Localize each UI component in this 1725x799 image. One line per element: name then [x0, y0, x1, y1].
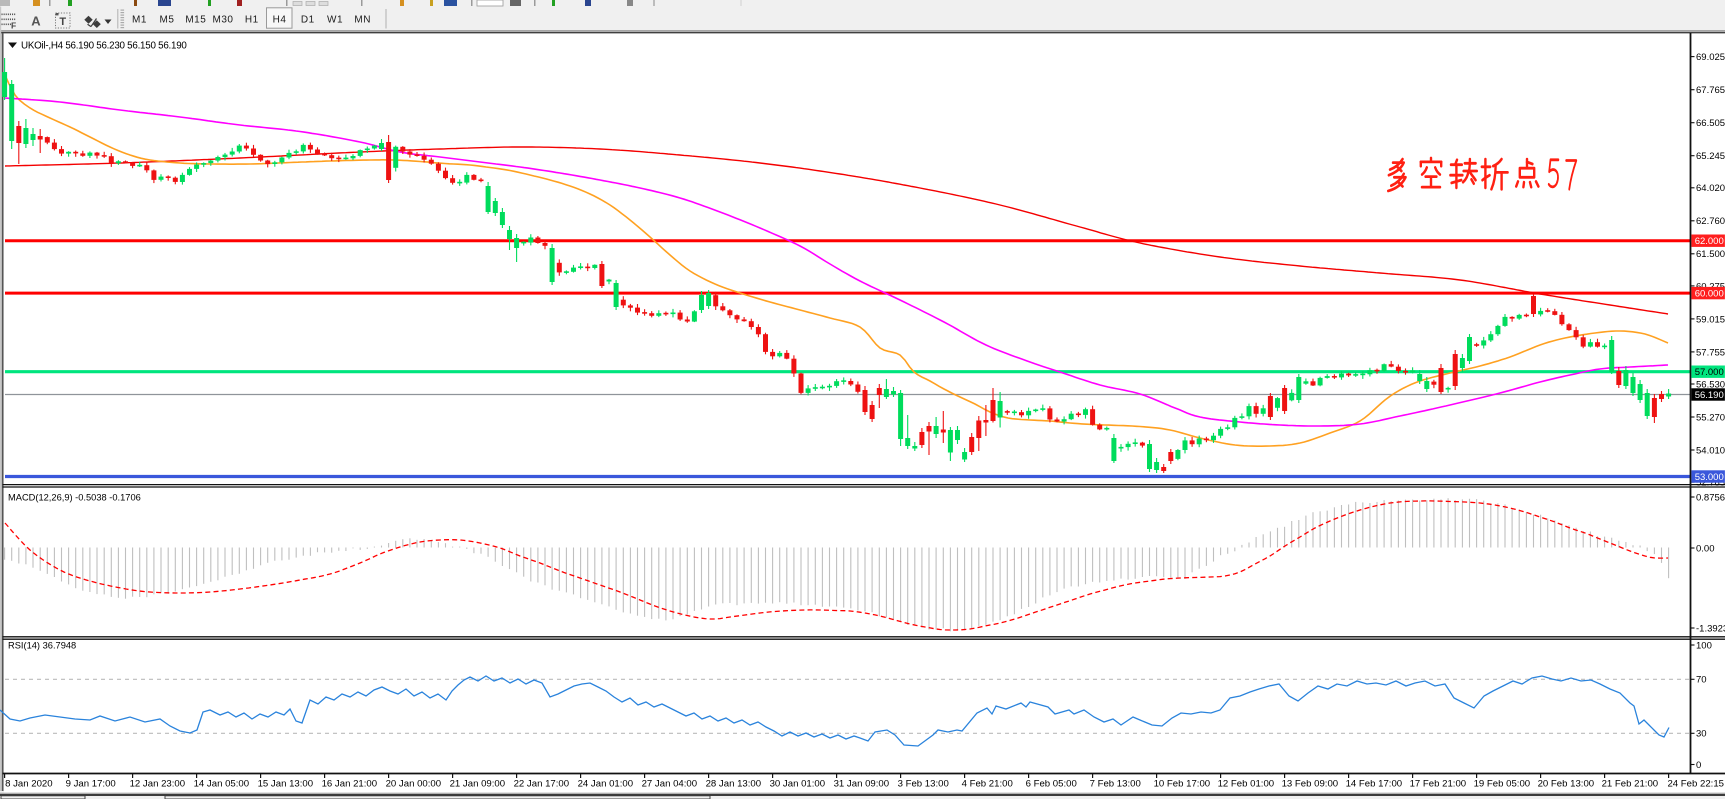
svg-text:M1: M1 [132, 14, 147, 25]
svg-text:UKOil-,H4 56.190 56.230 56.15: UKOil-,H4 56.190 56.230 56.150 56.190 [21, 41, 187, 52]
svg-text:9 Jan 17:00: 9 Jan 17:00 [66, 779, 116, 790]
svg-text:59.015: 59.015 [1696, 314, 1725, 325]
svg-text:57.000: 57.000 [1695, 367, 1724, 378]
svg-text:-1.3923: -1.3923 [1696, 623, 1725, 634]
svg-text:30 Jan 01:00: 30 Jan 01:00 [770, 779, 825, 790]
svg-text:RSI(14) 36.7948: RSI(14) 36.7948 [8, 641, 76, 651]
svg-text:13 Feb 09:00: 13 Feb 09:00 [1282, 779, 1339, 790]
svg-text:T: T [59, 16, 66, 28]
svg-text:24 Feb 22:15: 24 Feb 22:15 [1667, 779, 1724, 790]
svg-text:61.500: 61.500 [1696, 249, 1725, 260]
svg-text:27 Jan 04:00: 27 Jan 04:00 [642, 779, 697, 790]
svg-text:3 Feb 13:00: 3 Feb 13:00 [898, 779, 949, 790]
svg-text:H1: H1 [245, 14, 259, 25]
svg-text:19 Feb 05:00: 19 Feb 05:00 [1474, 779, 1531, 790]
svg-text:7 Feb 13:00: 7 Feb 13:00 [1090, 779, 1141, 790]
svg-text:20 Jan 00:00: 20 Jan 00:00 [386, 779, 441, 790]
svg-text:21 Jan 09:00: 21 Jan 09:00 [450, 779, 505, 790]
svg-text:22 Jan 17:00: 22 Jan 17:00 [514, 779, 569, 790]
svg-text:55.270: 55.270 [1696, 412, 1725, 423]
svg-text:52.785: 52.785 [1696, 478, 1725, 489]
svg-text:67.765: 67.765 [1696, 85, 1725, 96]
svg-text:8 Jan 2020: 8 Jan 2020 [5, 779, 52, 790]
svg-text:20 Feb 13:00: 20 Feb 13:00 [1538, 779, 1595, 790]
svg-text:M15: M15 [185, 14, 206, 25]
svg-text:12 Feb 01:00: 12 Feb 01:00 [1218, 779, 1275, 790]
svg-text:60.000: 60.000 [1695, 289, 1724, 300]
svg-text:69.025: 69.025 [1696, 52, 1725, 63]
svg-text:16 Jan 21:00: 16 Jan 21:00 [322, 779, 377, 790]
svg-text:28 Jan 13:00: 28 Jan 13:00 [706, 779, 761, 790]
svg-text:64.020: 64.020 [1696, 183, 1725, 194]
svg-text:W1: W1 [327, 14, 343, 25]
svg-text:70: 70 [1696, 675, 1707, 686]
svg-text:MACD(12,26,9) -0.5038 -0.1706: MACD(12,26,9) -0.5038 -0.1706 [8, 493, 141, 503]
svg-text:65.245: 65.245 [1696, 151, 1725, 162]
svg-text:54.010: 54.010 [1696, 445, 1725, 456]
svg-text:24 Jan 01:00: 24 Jan 01:00 [578, 779, 633, 790]
svg-text:4 Feb 21:00: 4 Feb 21:00 [962, 779, 1013, 790]
svg-text:A: A [31, 13, 41, 28]
svg-text:66.505: 66.505 [1696, 118, 1725, 129]
svg-text:15 Jan 13:00: 15 Jan 13:00 [258, 779, 313, 790]
svg-text:53.000: 53.000 [1695, 472, 1724, 483]
svg-text:D1: D1 [301, 14, 315, 25]
svg-text:17 Feb 21:00: 17 Feb 21:00 [1410, 779, 1467, 790]
svg-text:14 Feb 17:00: 14 Feb 17:00 [1346, 779, 1403, 790]
svg-text:6 Feb 05:00: 6 Feb 05:00 [1026, 779, 1077, 790]
svg-text:14 Jan 05:00: 14 Jan 05:00 [194, 779, 249, 790]
svg-text:10 Feb 17:00: 10 Feb 17:00 [1154, 779, 1211, 790]
svg-text:12 Jan 23:00: 12 Jan 23:00 [130, 779, 185, 790]
svg-text:56.190: 56.190 [1695, 390, 1724, 401]
svg-text:0: 0 [1696, 760, 1701, 771]
svg-text:0.8756: 0.8756 [1696, 492, 1725, 503]
svg-text:56.530: 56.530 [1696, 379, 1725, 390]
svg-text:M5: M5 [160, 14, 175, 25]
svg-text:30: 30 [1696, 729, 1707, 740]
svg-text:21 Feb 21:00: 21 Feb 21:00 [1602, 779, 1659, 790]
svg-text:62.760: 62.760 [1696, 216, 1725, 227]
svg-text:MN: MN [354, 14, 371, 25]
svg-text:F: F [11, 21, 16, 31]
svg-text:62.000: 62.000 [1695, 236, 1724, 247]
svg-text:57.755: 57.755 [1696, 347, 1725, 358]
svg-text:60.275: 60.275 [1696, 281, 1725, 292]
svg-text:31 Jan 09:00: 31 Jan 09:00 [834, 779, 889, 790]
svg-text:H4: H4 [273, 14, 287, 25]
svg-text:0.00: 0.00 [1696, 543, 1715, 554]
svg-text:M30: M30 [213, 14, 234, 25]
svg-text:100: 100 [1696, 640, 1712, 651]
